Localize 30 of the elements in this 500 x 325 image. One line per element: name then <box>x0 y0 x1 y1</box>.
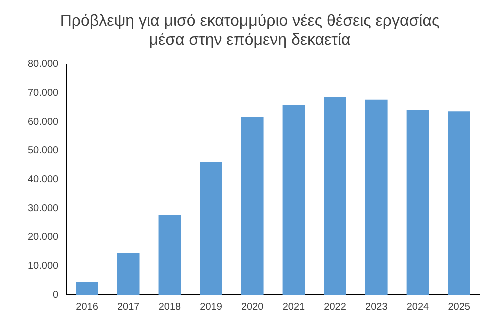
y-tick-label: 70.000 <box>28 88 60 99</box>
bar <box>76 282 98 295</box>
bar <box>324 97 346 295</box>
bar <box>406 110 430 295</box>
bar <box>241 117 264 295</box>
y-tick-label: 30.000 <box>28 203 60 214</box>
bar <box>282 105 306 295</box>
bar <box>448 112 470 295</box>
x-tick-label: 2022 <box>324 302 347 313</box>
bar <box>158 215 182 295</box>
x-tick-label: 2024 <box>406 302 430 313</box>
x-tick-label: 2018 <box>158 302 182 313</box>
x-tick-label: 2016 <box>76 302 99 313</box>
y-tick-label: 60.000 <box>28 116 60 128</box>
x-tick-label: 2020 <box>241 302 264 313</box>
x-tick-label: 2021 <box>282 302 306 313</box>
bar <box>117 253 140 295</box>
x-tick-label: 2023 <box>366 302 388 313</box>
x-tick-label: 2019 <box>200 302 223 313</box>
chart-title: Πρόβλεψη για μισό εκατομμύριο νέες θέσεις εργασίας μέσα στην επόμενη δεκαετία <box>60 13 440 50</box>
x-tick-label: 2025 <box>448 302 471 313</box>
y-tick-label: 10.000 <box>28 260 60 272</box>
y-tick-label: 0 <box>53 290 60 301</box>
y-tick-label: 20.000 <box>28 232 60 244</box>
bar <box>200 162 222 295</box>
y-tick-label: 40.000 <box>28 174 60 186</box>
y-tick-label: 80.000 <box>28 59 60 70</box>
bar <box>365 100 388 295</box>
y-tick-label: 50.000 <box>28 146 60 157</box>
x-tick-label: 2017 <box>117 302 140 313</box>
